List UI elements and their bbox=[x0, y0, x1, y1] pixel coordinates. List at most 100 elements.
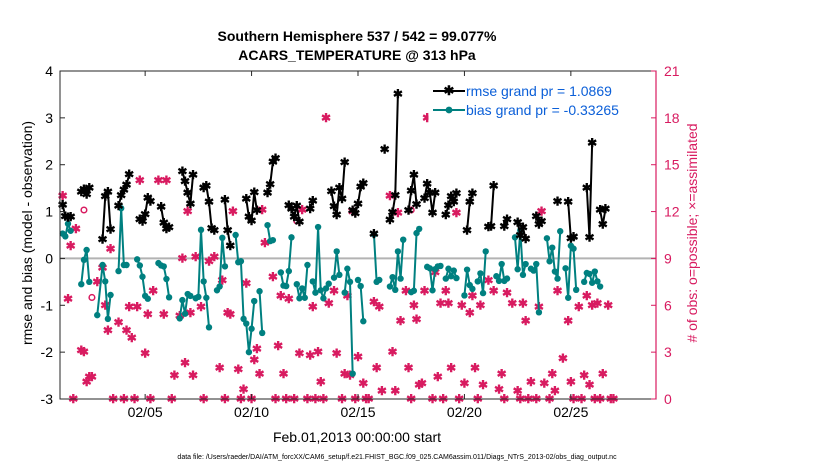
bias-point bbox=[237, 258, 245, 265]
rmse-point: ✱ bbox=[521, 232, 531, 246]
bias-point bbox=[293, 281, 301, 288]
rmse-point: ✱ bbox=[537, 214, 547, 228]
obs-assimilated-marker: ✱ bbox=[553, 284, 563, 298]
x-tick-label: 02/05 bbox=[128, 404, 163, 420]
rmse-point: ✱ bbox=[483, 220, 493, 234]
bias-point bbox=[163, 275, 170, 283]
rmse-line-segment bbox=[139, 196, 152, 223]
rmse-point: ✱ bbox=[446, 190, 456, 204]
rmse-point: ✱ bbox=[332, 208, 342, 222]
obs-assimilated-marker: ✱ bbox=[443, 297, 453, 311]
bias-point bbox=[463, 266, 471, 273]
bias-point bbox=[115, 267, 122, 275]
obs-assimilated-marker: ✱ bbox=[260, 236, 270, 250]
plot-area: ✱✱✱✱✱✱✱✱✱✱✱✱✱✱✱✱✱✱✱✱✱✱✱✱✱✱✱✱✱✱✱✱✱✱✱✱✱✱✱✱… bbox=[41, 63, 680, 420]
rmse-point: ✱ bbox=[180, 175, 190, 189]
bias-point bbox=[181, 310, 189, 317]
rmse-point: ✱ bbox=[201, 179, 211, 193]
bias-point bbox=[312, 289, 319, 296]
legend-bias-label: bias grand pr = -0.33265 bbox=[466, 102, 619, 118]
obs-assimilated-marker: ✱ bbox=[278, 367, 288, 381]
rmse-point: ✱ bbox=[106, 222, 116, 236]
bias-point bbox=[251, 297, 258, 305]
obs-assimilated-marker: ✱ bbox=[329, 284, 339, 298]
bias-point bbox=[493, 273, 500, 280]
rmse-point: ✱ bbox=[337, 192, 347, 206]
bias-point bbox=[447, 273, 455, 280]
bias-point bbox=[94, 311, 101, 319]
bias-point bbox=[519, 271, 527, 279]
bias-line-segment bbox=[545, 231, 562, 280]
obs-assimilated-marker: ✱ bbox=[521, 314, 531, 328]
rmse-point: ✱ bbox=[515, 228, 525, 242]
chart-title-line1: Southern Hemisphere 537 / 542 = 99.077% bbox=[218, 28, 498, 44]
bias-point bbox=[144, 295, 152, 302]
bias-point bbox=[325, 280, 332, 287]
bias-point bbox=[549, 244, 556, 251]
bias-point bbox=[429, 287, 436, 294]
bias-point bbox=[256, 288, 263, 295]
obs-assimilated-marker: ✱ bbox=[451, 206, 461, 220]
bias-point bbox=[354, 276, 362, 284]
obs-assimilated-marker: ✱ bbox=[233, 362, 243, 376]
bias-point bbox=[357, 282, 364, 290]
obs-assimilated-marker: ✱ bbox=[225, 308, 235, 322]
obs-assimilated-marker: ✱ bbox=[294, 347, 304, 361]
rmse-point: ✱ bbox=[294, 215, 304, 229]
rmse-point: ✱ bbox=[156, 200, 166, 214]
rmse-point: ✱ bbox=[270, 152, 280, 166]
obs-assimilated-marker: ✱ bbox=[377, 384, 387, 398]
bias-point bbox=[450, 267, 457, 274]
obs-assimilated-marker: ✱ bbox=[467, 289, 477, 303]
rmse-point: ✱ bbox=[388, 206, 398, 220]
rmse-point: ✱ bbox=[513, 215, 523, 229]
obs-assimilated-marker: ✱ bbox=[177, 251, 187, 265]
obs-assimilated-marker: ✱ bbox=[273, 339, 283, 353]
bias-point bbox=[503, 275, 511, 282]
obs-assimilated-marker: ✱ bbox=[372, 361, 382, 375]
bias-point bbox=[64, 220, 72, 227]
rmse-line-segment bbox=[266, 157, 277, 194]
rmse-point: ✱ bbox=[82, 188, 92, 202]
rmse-point: ✱ bbox=[531, 210, 541, 224]
obs-assimilated-marker: ✱ bbox=[252, 342, 262, 356]
left-tick-label: -1 bbox=[41, 297, 54, 313]
obs-assimilated-marker: ✱ bbox=[106, 242, 116, 256]
obs-assimilated-marker: ✱ bbox=[92, 275, 102, 289]
rmse-point: ✱ bbox=[353, 197, 363, 211]
rmse-line-segment bbox=[203, 184, 215, 232]
rmse-point: ✱ bbox=[534, 218, 544, 232]
bias-point bbox=[269, 236, 277, 244]
right-tick-label: 9 bbox=[664, 250, 672, 266]
rmse-point: ✱ bbox=[356, 180, 366, 194]
obs-assimilated-marker: ✱ bbox=[566, 375, 576, 389]
rmse-point: ✱ bbox=[220, 193, 230, 207]
rmse-point: ✱ bbox=[145, 195, 155, 209]
rmse-point: ✱ bbox=[568, 230, 578, 244]
bias-point bbox=[495, 277, 503, 285]
rmse-point: ✱ bbox=[76, 185, 86, 199]
rmse-point: ✱ bbox=[422, 177, 432, 191]
rmse-point: ✱ bbox=[252, 204, 262, 218]
bias-point bbox=[80, 256, 88, 264]
rmse-point: ✱ bbox=[462, 223, 472, 237]
bias-point bbox=[317, 287, 324, 294]
obs-assimilated-marker: ✱ bbox=[404, 361, 414, 375]
bias-point bbox=[564, 294, 572, 301]
obs-possible-marker bbox=[80, 206, 88, 214]
bias-point bbox=[264, 221, 271, 229]
rmse-point: ✱ bbox=[268, 155, 278, 169]
obs-assimilated-marker: ✱ bbox=[435, 297, 445, 311]
rmse-point: ✱ bbox=[334, 181, 344, 195]
obs-assimilated-marker: ✱ bbox=[63, 292, 73, 306]
bias-point bbox=[498, 260, 505, 268]
obs-assimilated-marker: ✱ bbox=[161, 173, 171, 187]
bias-point bbox=[360, 318, 367, 325]
obs-assimilated-marker: ✱ bbox=[255, 367, 265, 381]
bias-point bbox=[570, 245, 577, 252]
rmse-point: ✱ bbox=[100, 190, 110, 204]
bias-point bbox=[349, 370, 356, 377]
obs-assimilated-marker: ✱ bbox=[358, 376, 368, 390]
bias-point bbox=[580, 278, 588, 286]
